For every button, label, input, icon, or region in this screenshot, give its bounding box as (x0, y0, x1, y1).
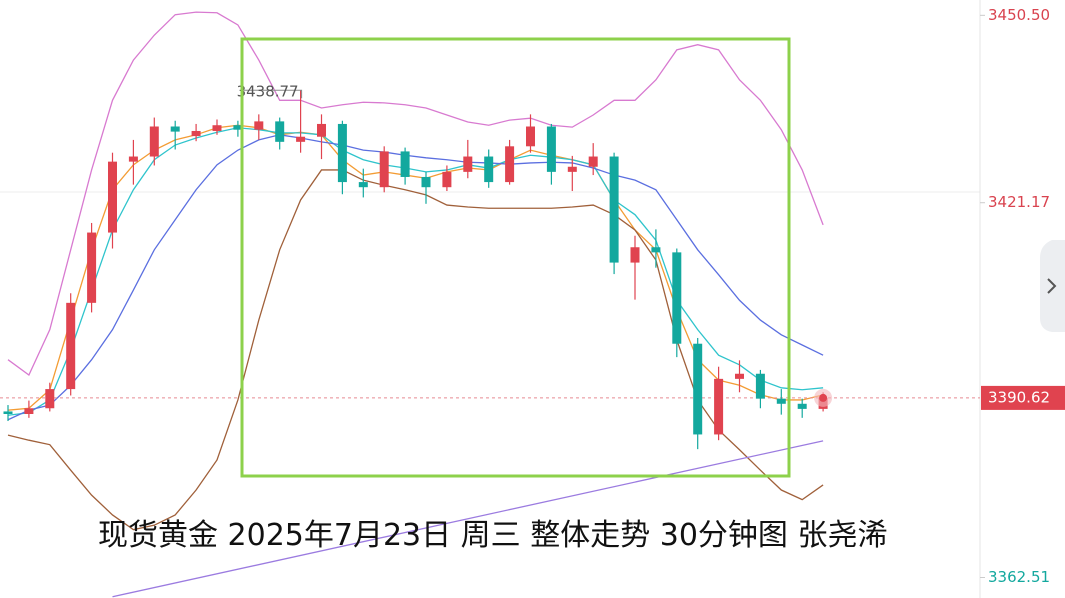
candle-body (170, 126, 180, 132)
candle-body (24, 408, 34, 414)
indicator-line (7, 127, 824, 416)
candle-body (191, 130, 201, 137)
last-price-label: 3390.62 (988, 388, 1050, 406)
candle-body (463, 156, 473, 172)
next-button[interactable] (1040, 240, 1065, 332)
candle-body (296, 136, 306, 142)
indicator-line (7, 134, 824, 421)
candle-body (735, 373, 744, 379)
candle-body (526, 126, 535, 147)
candle-body (212, 125, 222, 131)
plot: 3438.77 (0, 11, 980, 598)
chart-title: 现货黄金 2025年7月23日 周三 整体走势 30分钟图 张尧浠 (98, 518, 887, 553)
candle-body (337, 123, 347, 183)
candle-body (233, 125, 243, 130)
candle-body (45, 389, 55, 409)
candle-body (630, 247, 640, 263)
candle-body (714, 378, 724, 435)
range-box (240, 37, 791, 478)
y-tick-label: 3421.17 (988, 193, 1050, 211)
trend-line (112, 440, 824, 598)
candle-body (484, 156, 494, 183)
indicator-line (7, 124, 824, 411)
candle-body (400, 151, 410, 177)
last-price-tag (981, 385, 1065, 410)
candle-body (128, 156, 138, 162)
candle-body (776, 398, 786, 404)
candle-body (609, 156, 619, 263)
candle-body (588, 156, 598, 167)
chevron-icon[interactable] (1047, 278, 1057, 294)
candle-body (651, 247, 661, 253)
candle-body (421, 176, 431, 188)
indicator-line (7, 11, 824, 377)
candle-body (108, 161, 117, 233)
indicator-line (7, 169, 824, 531)
candle-body (755, 373, 765, 399)
candle-body (505, 146, 515, 183)
candle-body (672, 252, 682, 344)
candle-body (275, 121, 285, 142)
candle-body (87, 232, 97, 303)
annotation-label: 3438.77 (237, 82, 299, 100)
candle-body (3, 411, 13, 414)
last-price-dot (819, 393, 828, 402)
y-tick-label: 3450.50 (988, 6, 1050, 24)
candle-body (358, 182, 368, 188)
candle-body (797, 403, 807, 409)
candle-body (546, 126, 556, 172)
candle-body (66, 302, 76, 390)
candle-body (567, 166, 577, 172)
candle-body (317, 123, 326, 137)
candle-body (379, 151, 389, 188)
candle-body (693, 343, 703, 435)
candle-body (254, 121, 264, 130)
candle-body (442, 171, 452, 188)
candle-body (149, 126, 159, 157)
next-button-bg[interactable] (1040, 240, 1065, 332)
y-tick-label: 3362.51 (988, 568, 1050, 586)
annotation-bracket (240, 89, 303, 99)
